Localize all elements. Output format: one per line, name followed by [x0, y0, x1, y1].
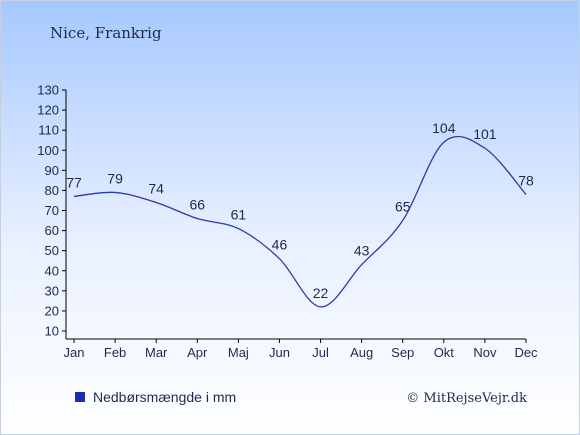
data-label: 77 — [66, 174, 82, 190]
data-label: 65 — [395, 199, 411, 215]
copyright-text: © MitRejseVejr.dk — [406, 391, 527, 406]
y-tick-label: 50 — [45, 243, 59, 258]
series-line — [73, 135, 527, 308]
y-tick-label: 40 — [45, 263, 59, 278]
x-tick-label: Nov — [473, 345, 497, 360]
x-tick-label: Jan — [64, 345, 85, 360]
data-label: 66 — [189, 197, 205, 213]
x-axis: Jan Feb Mar Apr Maj Jun Jul Aug Sep Okt Nov Dec — [64, 338, 538, 360]
data-label: 79 — [107, 170, 123, 186]
data-label: 43 — [354, 243, 370, 259]
y-tick-label: 10 — [45, 324, 59, 339]
y-axis: 10 20 30 40 50 60 70 80 90 100 110 120 130 — [37, 83, 67, 339]
y-tick-label: 100 — [37, 143, 59, 158]
x-tick-label: Jul — [312, 345, 329, 360]
x-tick-label: Dec — [514, 345, 538, 360]
data-label: 74 — [148, 180, 164, 196]
x-tick-label: Mar — [145, 345, 168, 360]
x-tick-label: Okt — [434, 345, 455, 360]
y-tick-label: 80 — [45, 183, 59, 198]
x-tick-label: Apr — [187, 345, 208, 360]
series-line-group — [73, 135, 527, 308]
legend-label: Nedbørsmængde i mm — [93, 389, 236, 405]
x-tick-label: Jun — [269, 345, 290, 360]
y-tick-label: 20 — [45, 303, 59, 318]
x-tick-label: Maj — [228, 345, 249, 360]
y-tick-label: 30 — [45, 283, 59, 298]
chart-title: Nice, Frankrig — [50, 24, 162, 42]
data-labels: 77 79 74 66 61 46 22 43 65 104 101 78 — [66, 120, 534, 301]
data-label: 104 — [432, 120, 456, 136]
x-tick-label: Feb — [104, 345, 126, 360]
y-tick-label: 70 — [45, 203, 59, 218]
y-tick-label: 120 — [37, 103, 59, 118]
y-tick-label: 110 — [38, 123, 59, 138]
data-label: 78 — [518, 172, 534, 188]
legend-marker — [75, 392, 85, 402]
x-tick-label: Sep — [391, 345, 414, 360]
y-tick-label: 90 — [45, 163, 59, 178]
data-label: 101 — [473, 126, 497, 142]
x-tick-label: Aug — [350, 345, 373, 360]
data-label: 22 — [313, 285, 329, 301]
data-label: 46 — [272, 237, 288, 253]
y-tick-label: 130 — [37, 83, 59, 98]
y-tick-label: 60 — [45, 223, 59, 238]
data-label: 61 — [231, 207, 247, 223]
